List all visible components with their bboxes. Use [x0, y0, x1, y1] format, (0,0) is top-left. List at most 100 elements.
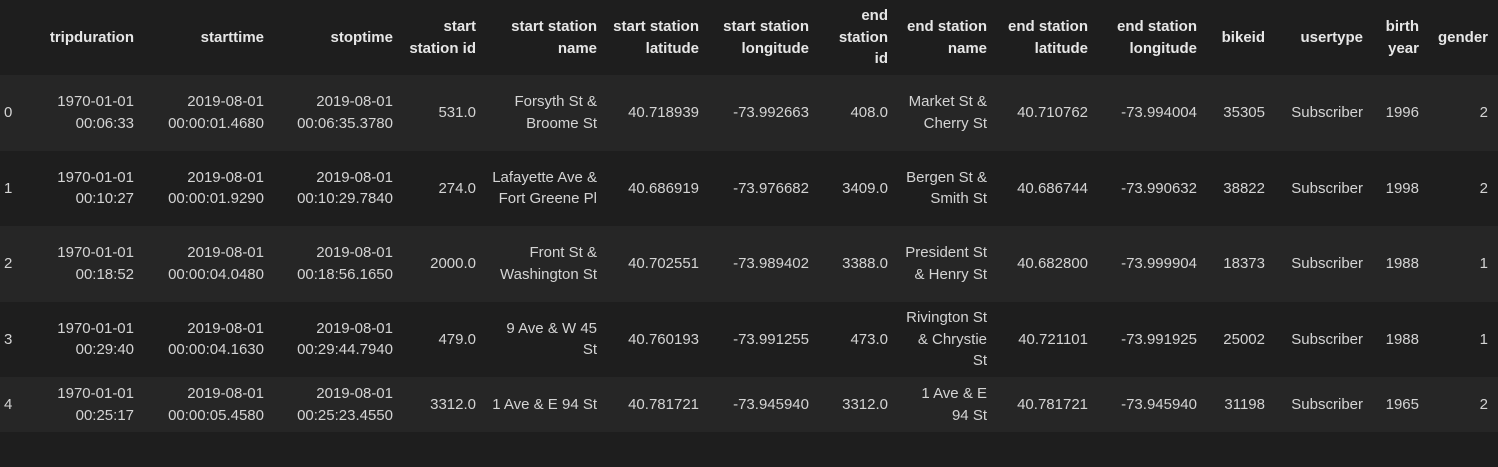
table-cell: 31198: [1207, 377, 1275, 432]
column-header: usertype: [1275, 0, 1373, 75]
column-header: gender: [1429, 0, 1498, 75]
index-header: [0, 0, 22, 75]
column-header: start station latitude: [607, 0, 709, 75]
table-cell: 2000.0: [403, 226, 486, 302]
column-header: start station longitude: [709, 0, 819, 75]
table-cell: 1996: [1373, 75, 1429, 151]
column-header: stoptime: [274, 0, 403, 75]
table-cell: 479.0: [403, 301, 486, 377]
table-cell: 9 Ave & W 45 St: [486, 301, 607, 377]
table-cell: Subscriber: [1275, 301, 1373, 377]
table-cell: 40.686744: [997, 150, 1098, 226]
table-row: 2 1970-01-01 00:18:52 2019-08-01 00:00:04.…: [0, 226, 1498, 302]
dataframe-table: tripduration starttime stoptime start stati…: [0, 0, 1498, 432]
column-header: end station name: [898, 0, 997, 75]
table-cell: 408.0: [819, 75, 898, 151]
header-row: tripduration starttime stoptime start stati…: [0, 0, 1498, 75]
table-cell: -73.945940: [1098, 377, 1207, 432]
table-cell: Subscriber: [1275, 150, 1373, 226]
table-cell: 2: [1429, 150, 1498, 226]
table-cell: 3312.0: [403, 377, 486, 432]
table-cell: President St & Henry St: [898, 226, 997, 302]
table-cell: 40.710762: [997, 75, 1098, 151]
table-cell: Bergen St & Smith St: [898, 150, 997, 226]
table-cell: 38822: [1207, 150, 1275, 226]
table-cell: -73.994004: [1098, 75, 1207, 151]
table-cell: Rivington St & Chrystie St: [898, 301, 997, 377]
table-cell: -73.976682: [709, 150, 819, 226]
table-cell: -73.999904: [1098, 226, 1207, 302]
table-cell: 3388.0: [819, 226, 898, 302]
table-cell: 1: [1429, 226, 1498, 302]
table-cell: -73.945940: [709, 377, 819, 432]
table-cell: Subscriber: [1275, 226, 1373, 302]
table-cell: 2019-08-01 00:00:01.9290: [144, 150, 274, 226]
table-cell: 1970-01-01 00:29:40: [22, 301, 144, 377]
column-header: birth year: [1373, 0, 1429, 75]
table-cell: 2: [1429, 377, 1498, 432]
table-cell: 40.781721: [607, 377, 709, 432]
table-cell: 40.721101: [997, 301, 1098, 377]
table-body: 0 1970-01-01 00:06:33 2019-08-01 00:00:01.…: [0, 75, 1498, 432]
table-cell: 1998: [1373, 150, 1429, 226]
column-header: start station id: [403, 0, 486, 75]
table-cell: 2019-08-01 00:00:04.0480: [144, 226, 274, 302]
table-cell: -73.989402: [709, 226, 819, 302]
table-cell: -73.990632: [1098, 150, 1207, 226]
table-cell: 40.686919: [607, 150, 709, 226]
table-cell: 2019-08-01 00:29:44.7940: [274, 301, 403, 377]
column-header: bikeid: [1207, 0, 1275, 75]
table-cell: 3312.0: [819, 377, 898, 432]
table-cell: 1 Ave & E 94 St: [898, 377, 997, 432]
row-index: 0: [0, 75, 22, 151]
column-header: starttime: [144, 0, 274, 75]
table-cell: 40.760193: [607, 301, 709, 377]
table-row: 0 1970-01-01 00:06:33 2019-08-01 00:00:01.…: [0, 75, 1498, 151]
row-index: 2: [0, 226, 22, 302]
table-cell: 40.682800: [997, 226, 1098, 302]
table-cell: 1: [1429, 301, 1498, 377]
table-cell: 1970-01-01 00:10:27: [22, 150, 144, 226]
table-cell: Market St & Cherry St: [898, 75, 997, 151]
column-header: end station longitude: [1098, 0, 1207, 75]
table-cell: Front St & Washington St: [486, 226, 607, 302]
table-cell: 18373: [1207, 226, 1275, 302]
table-cell: 2: [1429, 75, 1498, 151]
table-cell: 40.718939: [607, 75, 709, 151]
table-row: 1 1970-01-01 00:10:27 2019-08-01 00:00:01.…: [0, 150, 1498, 226]
table-cell: -73.992663: [709, 75, 819, 151]
table-cell: 2019-08-01 00:00:04.1630: [144, 301, 274, 377]
table-cell: -73.991925: [1098, 301, 1207, 377]
table-cell: -73.991255: [709, 301, 819, 377]
table-cell: 2019-08-01 00:10:29.7840: [274, 150, 403, 226]
column-header: start station name: [486, 0, 607, 75]
table-cell: 1970-01-01 00:25:17: [22, 377, 144, 432]
table-cell: 1965: [1373, 377, 1429, 432]
table-cell: 1970-01-01 00:18:52: [22, 226, 144, 302]
table-cell: 2019-08-01 00:00:01.4680: [144, 75, 274, 151]
table-cell: Subscriber: [1275, 75, 1373, 151]
table-cell: 1970-01-01 00:06:33: [22, 75, 144, 151]
table-row: 3 1970-01-01 00:29:40 2019-08-01 00:00:04.…: [0, 301, 1498, 377]
table-cell: 1 Ave & E 94 St: [486, 377, 607, 432]
table-cell: 2019-08-01 00:00:05.4580: [144, 377, 274, 432]
table-row: 4 1970-01-01 00:25:17 2019-08-01 00:00:05.…: [0, 377, 1498, 432]
table-cell: Forsyth St & Broome St: [486, 75, 607, 151]
table-cell: Lafayette Ave & Fort Greene Pl: [486, 150, 607, 226]
table-cell: 40.781721: [997, 377, 1098, 432]
row-index: 3: [0, 301, 22, 377]
column-header: tripduration: [22, 0, 144, 75]
table-cell: Subscriber: [1275, 377, 1373, 432]
table-cell: 2019-08-01 00:18:56.1650: [274, 226, 403, 302]
row-index: 4: [0, 377, 22, 432]
table-cell: 2019-08-01 00:06:35.3780: [274, 75, 403, 151]
table-cell: 40.702551: [607, 226, 709, 302]
table-cell: 35305: [1207, 75, 1275, 151]
table-cell: 274.0: [403, 150, 486, 226]
column-header: end station latitude: [997, 0, 1098, 75]
table-cell: 1988: [1373, 301, 1429, 377]
table-cell: 1988: [1373, 226, 1429, 302]
table-cell: 25002: [1207, 301, 1275, 377]
table-header: tripduration starttime stoptime start stati…: [0, 0, 1498, 75]
column-header: end station id: [819, 0, 898, 75]
